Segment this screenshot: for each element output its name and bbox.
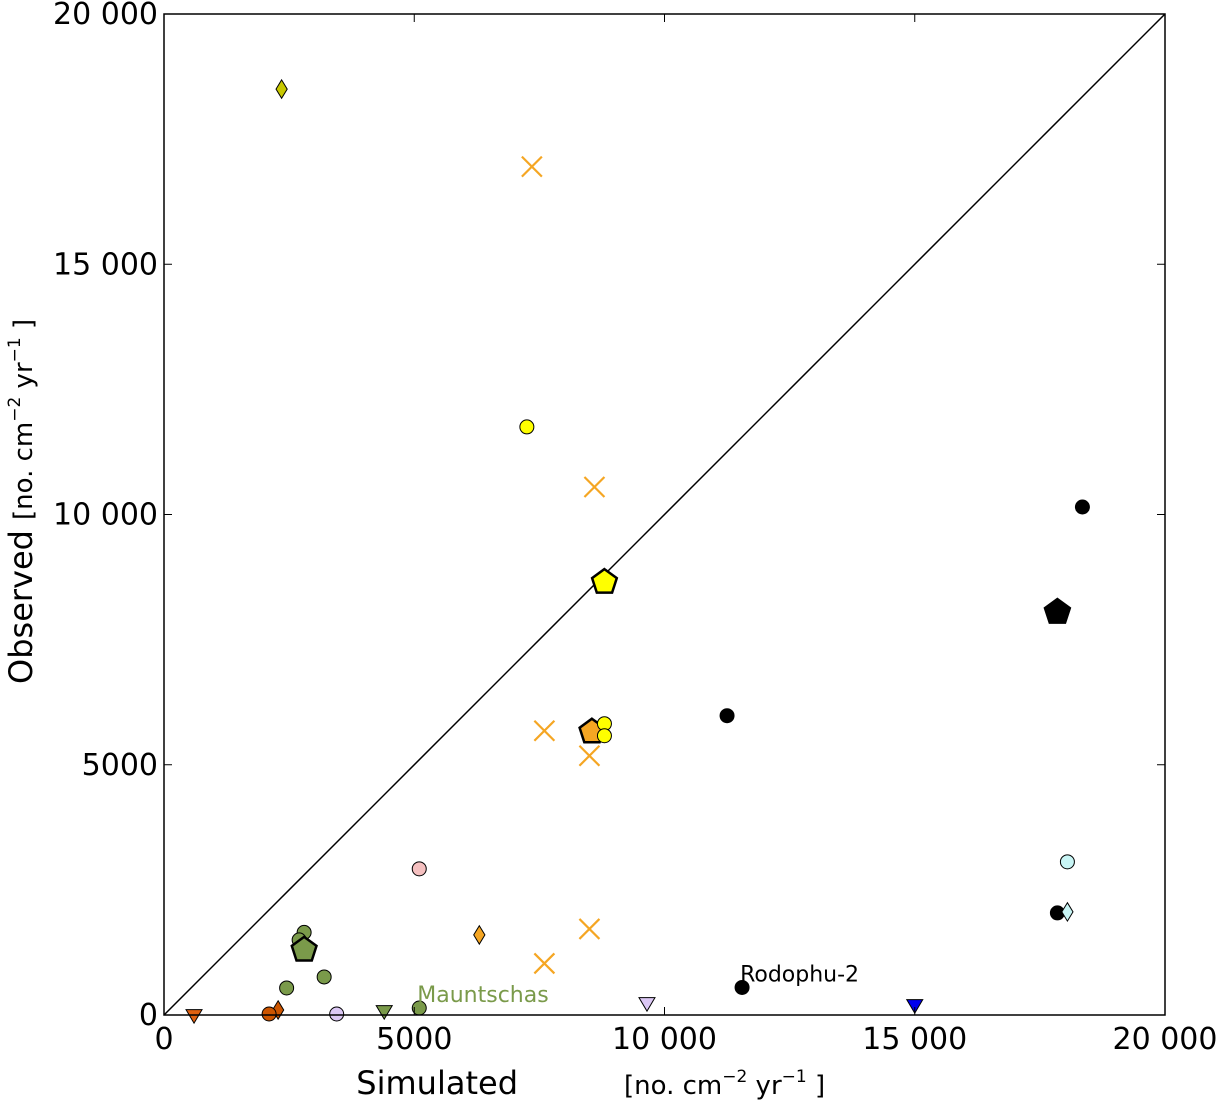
data-point-diamond [1061, 901, 1074, 923]
point-annotation: Mauntschas [417, 983, 548, 1008]
data-point-diamond [275, 78, 288, 100]
y-tick-label: 10 000 [53, 498, 158, 533]
data-point-circle [596, 728, 612, 744]
y-axis-unit: [no. cm−2 yr−1 ] [5, 319, 39, 520]
data-point-triangle [905, 999, 924, 1015]
x-tick-label: 5000 [376, 1022, 452, 1057]
data-point-triangle [185, 1009, 203, 1025]
y-tick-label: 0 [139, 998, 158, 1033]
data-point-circle [1059, 854, 1075, 870]
x-axis-unit: [no. cm−2 yr−1 ] [624, 1067, 825, 1101]
data-point-circle [329, 1006, 345, 1022]
y-axis-title: Observed [2, 530, 40, 684]
data-point-pentagon [590, 567, 619, 594]
data-point-circle [719, 708, 735, 724]
point-annotation: Rodophu-2 [740, 962, 859, 987]
y-tick-label: 20 000 [53, 0, 158, 32]
data-point-x [578, 918, 601, 940]
data-point-circle [734, 979, 750, 995]
data-point-circle [1074, 499, 1090, 515]
x-tick-label: 0 [154, 1022, 173, 1057]
marks-layer: Rodophu-2 Mauntschas [163, 13, 1166, 1025]
data-point-x [521, 155, 543, 178]
data-point-x [578, 744, 601, 767]
data-point-circle [411, 861, 427, 877]
data-point-pentagon [1043, 597, 1072, 624]
y-tick-label: 15 000 [53, 247, 158, 282]
data-point-pentagon [290, 935, 318, 962]
x-tick-label: 10 000 [612, 1022, 717, 1057]
data-point-triangle [375, 1005, 394, 1021]
x-tick-label: 20 000 [1113, 1022, 1218, 1057]
data-point-x [583, 476, 606, 498]
data-point-diamond [473, 924, 486, 946]
data-point-circle [279, 980, 295, 996]
data-point-circle [519, 419, 535, 435]
x-axis-title: Simulated [356, 1064, 518, 1102]
data-point-triangle [638, 997, 656, 1013]
x-tick-label: 15 000 [862, 1022, 967, 1057]
data-point-x [533, 719, 556, 742]
identity-line [163, 13, 1166, 1016]
data-point-x [533, 952, 556, 975]
ticks-layer: 0 5000 10 000 15 000 20 000 0 5000 10 000 15 000… [53, 0, 1217, 1057]
data-point-circle [316, 969, 332, 985]
data-point-circle [261, 1006, 277, 1022]
y-tick-label: 5000 [82, 748, 158, 783]
